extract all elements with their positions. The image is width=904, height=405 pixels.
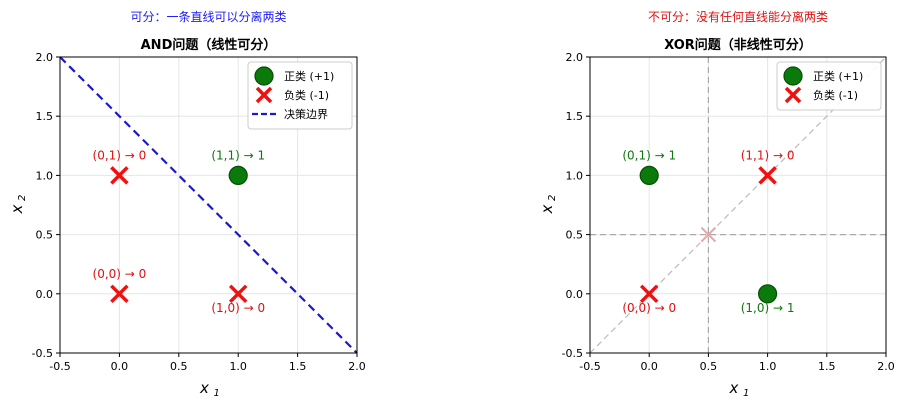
y-axis-label-group: x2 (8, 195, 28, 215)
positive-point (757, 284, 778, 304)
legend-label: 负类 (-1) (813, 88, 858, 102)
negative-point (639, 284, 659, 304)
y-axis-label-group: x2 (538, 195, 558, 215)
chart-title: AND问题（线性可分） (141, 37, 277, 53)
x-tick-label: 0.5 (170, 360, 188, 373)
negative-point (110, 166, 129, 185)
y-tick-label: 2.0 (566, 51, 584, 64)
chart-suptitle: 可分：一条直线可以分离两类 (130, 9, 286, 24)
negative-point-stroke (228, 284, 248, 304)
y-tick-label: 0.0 (36, 288, 54, 301)
y-tick-label: 1.0 (36, 169, 54, 182)
x-tick-label: 1.0 (229, 360, 247, 373)
legend-box (776, 61, 882, 111)
y-tick-label: 0.5 (566, 229, 584, 242)
y-tick-label: 2.0 (36, 51, 54, 64)
negative-point (110, 284, 129, 304)
legend-marker-positive (254, 66, 274, 86)
chart-suptitle: 不可分：没有任何直线能分离两类 (648, 9, 828, 24)
y-tick-label: 1.5 (36, 110, 54, 123)
y-tick-label: 1.5 (566, 110, 584, 123)
y-tick-label: 1.0 (566, 169, 584, 182)
point-annotation: (0,1) → 0 (93, 148, 147, 162)
legend-label: 正类 (+1) (284, 69, 334, 83)
y-axis-label-subscript: 2 (17, 195, 28, 201)
y-axis-label-subscript: 2 (547, 195, 558, 201)
point-annotation: (0,1) → 1 (622, 148, 676, 162)
legend-marker-negative (784, 86, 802, 104)
decision-boundary-line (59, 56, 358, 354)
legend-label: 正类 (+1) (813, 69, 863, 83)
x-tick-label: 1.5 (818, 360, 836, 373)
legend-marker-positive (783, 66, 803, 86)
legend-box (247, 61, 353, 130)
x-tick-label: 2.0 (877, 360, 895, 373)
y-axis-label: x (538, 204, 556, 214)
x-axis-label-subscript: 1 (214, 388, 220, 399)
point-annotation: (1,1) → 1 (211, 148, 265, 162)
x-tick-label: 0.5 (700, 360, 718, 373)
positive-point (228, 165, 248, 185)
chart-title: XOR问题（非线性可分） (664, 37, 812, 53)
negative-point (228, 284, 248, 304)
x-tick-label: -0.5 (49, 360, 70, 373)
x-axis-label: x (729, 379, 739, 397)
chart-panel-1: 可分：一条直线可以分离两类 AND问题（线性可分） -0.5 0.0 0.5 1.0 1.5… (8, 9, 366, 399)
negative-point-stroke (110, 166, 129, 185)
y-axis-label: x (8, 204, 26, 214)
y-tick-label: 0.0 (566, 288, 584, 301)
faint-cross-marker (700, 226, 717, 243)
x-tick-label: 0.0 (111, 360, 129, 373)
point-annotation: (1,1) → 0 (741, 148, 795, 162)
plot-frame (589, 56, 887, 354)
negative-point-stroke (639, 284, 659, 304)
legend-label: 决策边界 (284, 107, 328, 121)
point-annotation: (1,0) → 0 (211, 301, 265, 315)
y-tick-label: 0.5 (36, 229, 54, 242)
negative-point-stroke (110, 284, 129, 304)
x-tick-label: 1.0 (759, 360, 777, 373)
legend-marker-negative (255, 86, 273, 104)
x-tick-label: 0.0 (640, 360, 658, 373)
point-annotation: (0,0) → 0 (622, 301, 676, 315)
x-tick-label: -0.5 (579, 360, 600, 373)
negative-point-stroke (758, 166, 777, 185)
x-tick-label: 1.5 (289, 360, 307, 373)
point-annotation: (1,0) → 1 (741, 301, 795, 315)
y-tick-label: -0.5 (32, 347, 53, 360)
x-axis-label-subscript: 1 (743, 388, 749, 399)
y-tick-label: -0.5 (562, 347, 583, 360)
positive-point (639, 165, 659, 185)
x-axis-label: x (199, 379, 209, 397)
plot-frame (59, 56, 358, 354)
x-tick-label: 2.0 (348, 360, 366, 373)
chart-panel-2: 不可分：没有任何直线能分离两类 XOR问题（非线性可分） -0.5 0.0 0.5 1.0… (538, 9, 895, 399)
negative-point (758, 166, 777, 185)
point-annotation: (0,0) → 0 (93, 267, 147, 281)
legend-label: 负类 (-1) (284, 88, 329, 102)
